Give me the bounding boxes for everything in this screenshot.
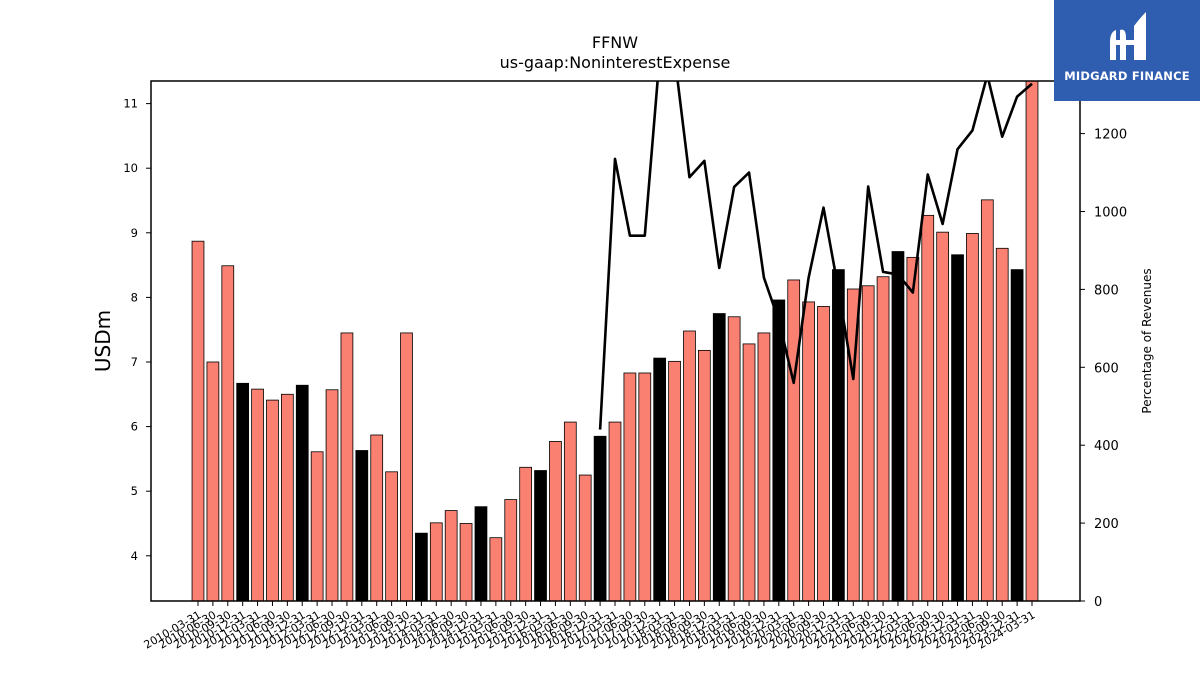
bar bbox=[951, 254, 964, 602]
bar bbox=[400, 332, 413, 602]
bar bbox=[310, 451, 324, 602]
bar bbox=[1025, 80, 1039, 602]
bar bbox=[623, 372, 637, 602]
bar bbox=[966, 233, 979, 602]
y-tick-label: 4 bbox=[131, 549, 138, 563]
y2-tick-label: 800 bbox=[1094, 283, 1119, 298]
bar bbox=[325, 389, 339, 602]
bar bbox=[549, 441, 562, 602]
bar bbox=[340, 332, 354, 602]
y-axis-label: USDm bbox=[91, 310, 115, 372]
bar bbox=[251, 388, 264, 602]
bar bbox=[861, 285, 875, 602]
y-tick-label: 5 bbox=[131, 484, 138, 498]
line-series bbox=[598, 81, 1033, 430]
bar bbox=[578, 474, 592, 602]
y-tick-label: 10 bbox=[123, 161, 138, 175]
bar bbox=[355, 450, 369, 602]
bar bbox=[236, 382, 250, 602]
y-tick-label: 6 bbox=[131, 420, 138, 434]
bar bbox=[891, 251, 905, 602]
chart-subtitle: us-gaap:NoninterestExpense bbox=[500, 53, 731, 72]
bar bbox=[653, 357, 667, 602]
bar bbox=[608, 421, 622, 602]
bar bbox=[474, 506, 488, 602]
left-axis-ticks: 4 5 6 7 8 9 10 11 bbox=[123, 97, 151, 563]
bar bbox=[995, 247, 1009, 602]
bar bbox=[415, 532, 428, 602]
logo-mark-icon bbox=[1110, 12, 1146, 60]
y2-axis-label: Percentage of Revenues bbox=[1140, 268, 1154, 413]
bar bbox=[266, 399, 279, 602]
bar bbox=[817, 306, 830, 602]
bar bbox=[191, 240, 205, 602]
y-tick-label: 11 bbox=[123, 97, 138, 111]
x-axis-ticks: 2010-03-312010-06-302010-09-302010-12-31… bbox=[142, 601, 1038, 652]
bar bbox=[429, 522, 443, 602]
y2-tick-label: 0 bbox=[1094, 595, 1102, 610]
bar bbox=[534, 470, 547, 602]
bar bbox=[772, 299, 786, 602]
bar bbox=[489, 537, 503, 602]
bar bbox=[698, 349, 711, 602]
bar bbox=[906, 256, 920, 602]
bar bbox=[1010, 269, 1024, 602]
y2-tick-label: 600 bbox=[1094, 361, 1119, 376]
logo-text: MIDGARD FINANCE bbox=[1064, 69, 1190, 83]
bar bbox=[385, 471, 398, 602]
bar bbox=[757, 332, 771, 602]
bar bbox=[504, 499, 518, 602]
bar bbox=[712, 313, 726, 602]
right-axis-ticks: 0 200 400 600 800 1000 1200 bbox=[1080, 128, 1127, 610]
bar bbox=[787, 279, 801, 602]
bar-series bbox=[191, 80, 1039, 602]
bar bbox=[206, 361, 220, 602]
y-tick-label: 7 bbox=[131, 355, 138, 369]
bar bbox=[742, 343, 756, 602]
bar bbox=[727, 316, 741, 602]
bar bbox=[519, 466, 533, 602]
bar bbox=[921, 214, 935, 602]
y2-tick-label: 1000 bbox=[1094, 205, 1127, 220]
y-tick-label: 8 bbox=[131, 290, 138, 304]
y2-tick-label: 1200 bbox=[1094, 128, 1127, 143]
y2-tick-label: 400 bbox=[1094, 439, 1119, 454]
bar bbox=[459, 523, 473, 602]
bar bbox=[280, 393, 294, 602]
bar bbox=[980, 199, 994, 602]
bar bbox=[370, 434, 384, 602]
y2-tick-label: 200 bbox=[1094, 517, 1119, 532]
bar bbox=[221, 265, 235, 602]
bar bbox=[936, 231, 950, 602]
bar bbox=[593, 435, 607, 602]
bar bbox=[638, 372, 652, 602]
y-tick-label: 9 bbox=[131, 226, 138, 240]
line-path bbox=[598, 81, 1033, 430]
bar bbox=[876, 276, 890, 602]
bar bbox=[563, 421, 577, 602]
bar bbox=[444, 510, 458, 602]
bar bbox=[683, 330, 696, 602]
midgard-finance-logo: MIDGARD FINANCE bbox=[1054, 0, 1200, 101]
bar bbox=[668, 360, 681, 602]
chart-title: FFNW bbox=[592, 33, 638, 52]
bar bbox=[802, 301, 815, 602]
bar bbox=[295, 384, 309, 602]
